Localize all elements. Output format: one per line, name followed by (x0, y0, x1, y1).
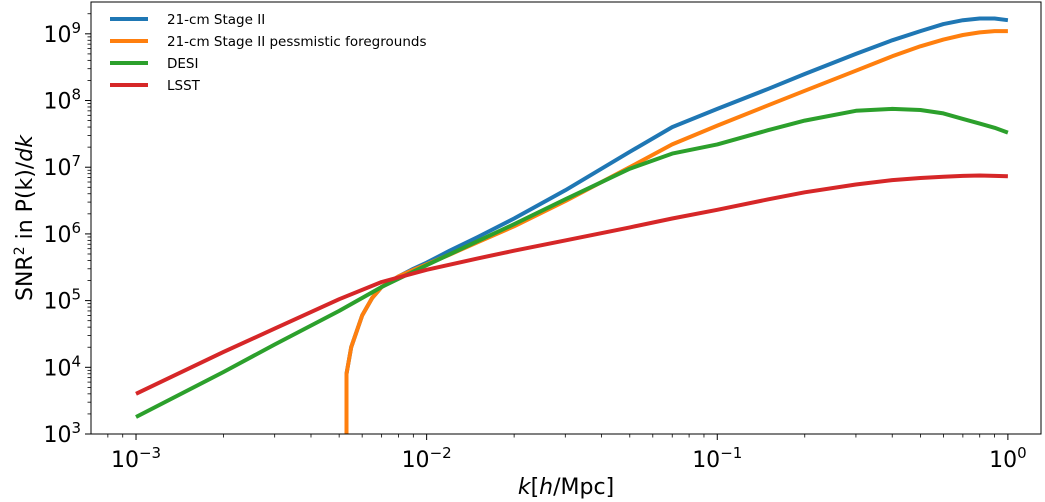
y-label-mid: in P(k)/ (13, 161, 38, 246)
x-label-unit-rest: /Mpc] (553, 475, 614, 500)
legend-label: 21-cm Stage II (167, 12, 265, 28)
x-label-open: [ (531, 475, 540, 500)
y-axis-label: SNR2 in P(k)/dk (12, 134, 38, 301)
y-tick-label: 109 (43, 19, 81, 48)
legend-label: DESI (167, 56, 198, 72)
x-tick-label: 10−3 (111, 444, 161, 473)
x-tick-label: 10−1 (692, 444, 742, 473)
series-line-4 (135, 173, 1008, 396)
legend-label: LSST (167, 78, 201, 94)
y-tick-label: 106 (43, 219, 81, 248)
y-label-sup: 2 (12, 246, 28, 255)
y-tick-label: 104 (43, 352, 81, 381)
x-label-var: k (518, 475, 532, 500)
y-tick-label: 107 (43, 152, 81, 181)
series-layer (135, 16, 1009, 434)
plot-frame (90, 1, 1042, 435)
x-tick-label: 10−2 (402, 444, 452, 473)
legend: 21-cm Stage II 21-cm Stage II pessmistic … (110, 12, 426, 94)
y-tick-label: 108 (43, 86, 81, 115)
y-tick-label: 105 (43, 286, 81, 315)
ticks-layer: 10−3 10−2 10−1 100 103 104 105 106 107 108 109 (43, 13, 1027, 473)
series-line-3 (135, 106, 1009, 419)
legend-label: 21-cm Stage II pessmistic foregrounds (167, 34, 426, 50)
y-tick-label: 103 (43, 419, 81, 448)
x-tick-label: 100 (989, 444, 1027, 473)
y-label-pre: SNR (13, 255, 38, 301)
x-axis-label: k[h/Mpc] (518, 475, 614, 500)
x-label-unit-var: h (539, 475, 553, 500)
y-label-var: dk (13, 134, 38, 162)
